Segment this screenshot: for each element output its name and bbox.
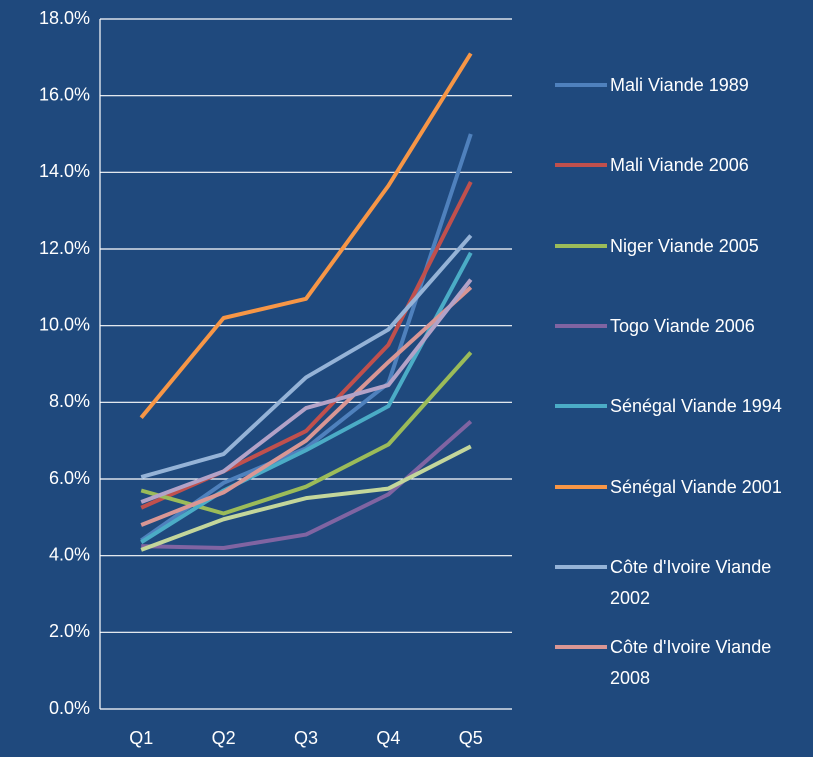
y-tick-label: 18.0% [39,8,90,28]
legend-item: Sénégal Viande 2001 [555,472,805,503]
legend-swatch [555,564,607,569]
legend-label: Mali Viande 1989 [610,75,749,95]
y-tick-label: 16.0% [39,84,90,104]
legend-item: Togo Viande 2006 [555,311,805,342]
legend-item: Mali Viande 1989 [555,70,805,101]
legend-label: Togo Viande 2006 [610,315,755,336]
x-tick-label: Q1 [129,728,153,748]
y-tick-label: 12.0% [39,238,90,258]
series-line [140,285,473,527]
legend-label: Côte d'Ivoire Viande 2008 [610,637,772,689]
legend-item: Côte d'Ivoire Viande 2002 [555,552,805,614]
legend-swatch [555,404,607,409]
x-tick-label: Q4 [376,728,400,748]
legend-label: Sénégal Viande 1994 [610,396,782,417]
legend-label: Niger Viande 2005 [610,235,759,256]
legend-swatch [555,83,607,87]
y-tick-label: 8.0% [49,391,90,411]
x-tick-label: Q2 [212,728,236,748]
y-tick-label: 10.0% [39,314,90,334]
legend-swatch [555,243,607,248]
y-tick-label: 2.0% [49,621,90,641]
series-line [141,420,473,550]
legend-swatch [555,484,607,489]
legend-swatch [555,645,607,650]
y-tick-label: 0.0% [49,698,90,718]
legend-item: Mali Viande 2006 [555,150,805,181]
x-tick-label: Q5 [459,728,483,748]
y-tick-label: 4.0% [49,544,90,564]
legend-label: Mali Viande 2006 [610,155,749,176]
legend-item: Sénégal Viande 1994 [555,391,805,422]
series-line [140,251,473,544]
x-tick-label: Q3 [294,728,318,748]
legend-swatch [555,323,607,328]
y-tick-label: 6.0% [49,468,90,488]
legend-item: Côte d'Ivoire Viande 2008 [555,632,805,694]
legend-label: Sénégal Viande 2001 [610,476,782,497]
series-line [140,278,473,504]
legend-label: Côte d'Ivoire Viande 2002 [610,556,772,608]
y-tick-label: 14.0% [39,161,90,181]
legend-item: Niger Viande 2005 [555,231,805,262]
series-line [140,444,472,552]
series-line [140,234,473,480]
series-line [139,52,473,419]
legend-swatch [555,163,607,168]
